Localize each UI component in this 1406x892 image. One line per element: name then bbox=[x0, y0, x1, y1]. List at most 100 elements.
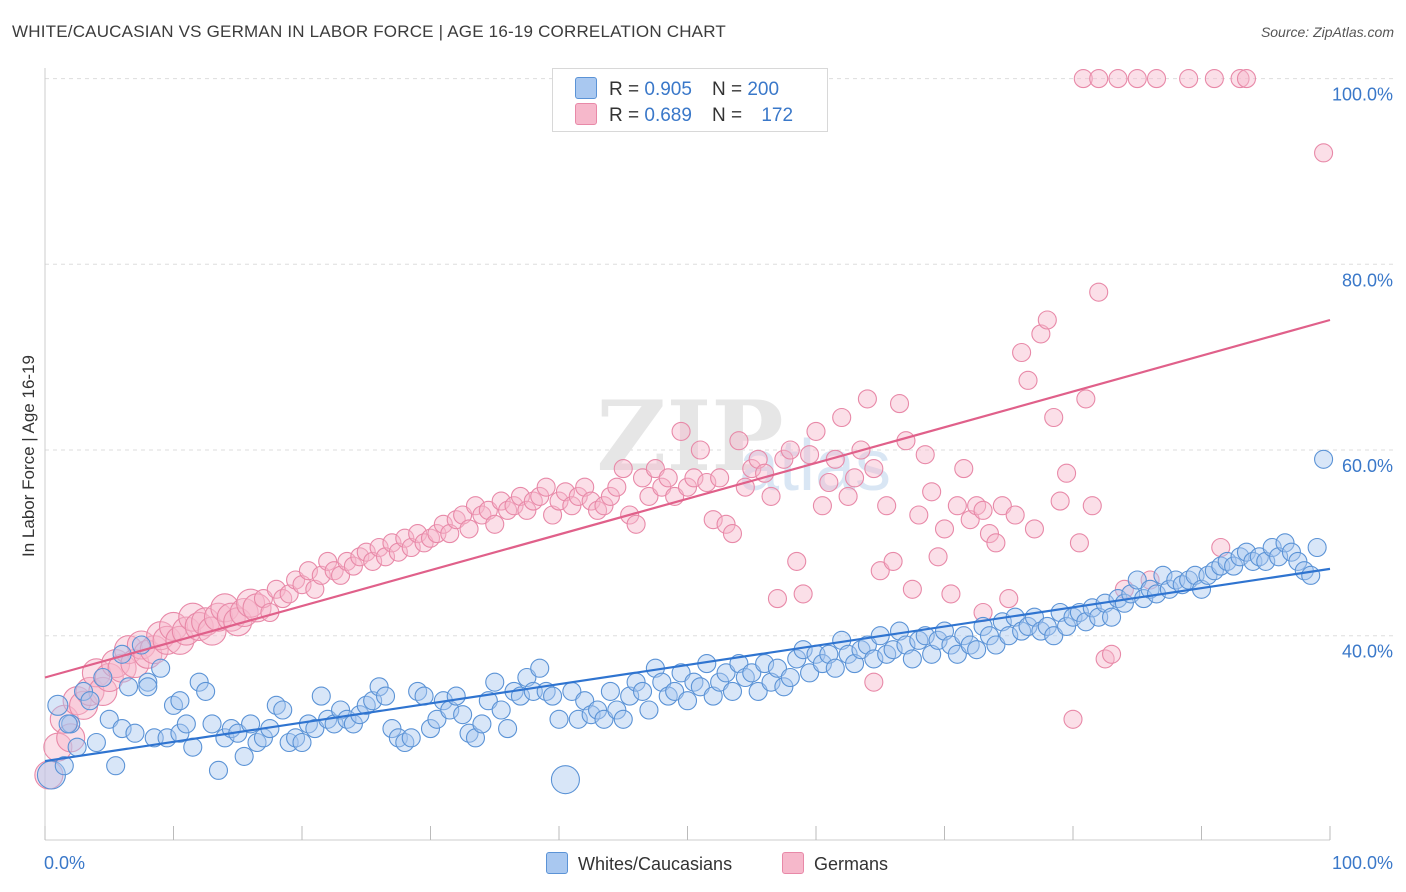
point-whites bbox=[1301, 565, 1321, 585]
bottom-legend-label: Whites/Caucasians bbox=[578, 854, 733, 874]
point-germans bbox=[979, 524, 1000, 544]
point-germans bbox=[1012, 342, 1032, 363]
point-whites bbox=[170, 723, 190, 743]
legend-r-label: R = bbox=[609, 105, 640, 126]
point-whites bbox=[1269, 547, 1289, 567]
point-germans bbox=[485, 514, 505, 534]
point-whites bbox=[600, 681, 620, 701]
point-germans bbox=[941, 584, 961, 604]
point-whites bbox=[774, 677, 794, 697]
point-germans bbox=[401, 537, 421, 558]
point-whites bbox=[138, 677, 158, 697]
point-whites bbox=[472, 714, 492, 734]
point-germans bbox=[626, 514, 646, 534]
point-whites bbox=[58, 714, 78, 734]
point-whites bbox=[729, 654, 749, 674]
point-germans bbox=[305, 579, 325, 599]
point-germans bbox=[600, 486, 620, 506]
bottom-swatch-pink bbox=[782, 852, 804, 874]
point-germans bbox=[549, 491, 569, 511]
point-whites bbox=[703, 686, 723, 706]
point-whites bbox=[106, 756, 126, 776]
point-germans bbox=[671, 421, 691, 441]
point-whites bbox=[151, 658, 171, 678]
bottom-swatch-blue bbox=[546, 852, 568, 874]
point-germans bbox=[453, 505, 473, 525]
point-whites bbox=[864, 649, 884, 669]
point-whites bbox=[550, 765, 580, 795]
point-whites bbox=[575, 691, 595, 711]
point-germans bbox=[343, 556, 363, 576]
point-germans bbox=[716, 514, 736, 534]
point-germans bbox=[363, 551, 383, 571]
point-whites bbox=[530, 658, 550, 678]
point-germans bbox=[864, 459, 884, 479]
point-germans bbox=[1063, 709, 1083, 729]
point-whites bbox=[93, 667, 113, 688]
point-whites bbox=[690, 677, 710, 697]
point-germans bbox=[1037, 310, 1057, 330]
point-germans bbox=[960, 510, 980, 530]
point-whites bbox=[234, 746, 254, 766]
point-germans bbox=[690, 440, 710, 460]
point-germans bbox=[1108, 69, 1128, 89]
point-germans bbox=[780, 440, 800, 460]
bottom-legend-germans: Germans bbox=[782, 852, 888, 875]
chart-title: WHITE/CAUCASIAN VS GERMAN IN LABOR FORCE… bbox=[12, 22, 726, 41]
point-whites bbox=[607, 700, 627, 720]
point-germans bbox=[857, 389, 877, 409]
point-germans bbox=[56, 723, 86, 753]
point-germans bbox=[459, 519, 479, 539]
point-whites bbox=[632, 681, 653, 701]
point-whites bbox=[979, 626, 1000, 646]
point-whites bbox=[613, 709, 633, 729]
point-germans bbox=[613, 459, 633, 479]
y-tick-label: 60.0% bbox=[1342, 456, 1393, 476]
point-germans bbox=[433, 514, 453, 534]
point-whites bbox=[401, 728, 421, 748]
point-germans bbox=[395, 528, 415, 548]
point-germans bbox=[787, 551, 807, 571]
point-whites bbox=[986, 635, 1006, 655]
point-whites bbox=[427, 709, 447, 729]
point-whites bbox=[1044, 626, 1064, 646]
point-whites bbox=[549, 709, 569, 729]
point-germans bbox=[986, 533, 1006, 553]
legend-n-value: 172 bbox=[761, 105, 794, 126]
point-germans bbox=[356, 542, 376, 562]
point-germans bbox=[1076, 389, 1096, 409]
point-germans bbox=[735, 477, 755, 497]
point-germans bbox=[1031, 324, 1051, 344]
point-germans bbox=[504, 496, 524, 516]
point-germans bbox=[465, 496, 486, 516]
bottom-legend-label: Germans bbox=[814, 854, 889, 874]
bottom-legend-whites: Whites/Caucasians bbox=[546, 852, 732, 875]
point-germans bbox=[999, 589, 1019, 609]
point-whites bbox=[112, 719, 132, 739]
point-whites bbox=[491, 700, 511, 720]
x-tick-label-max: 100.0% bbox=[1332, 853, 1393, 873]
point-germans bbox=[1089, 69, 1109, 89]
point-germans bbox=[774, 449, 794, 469]
point-whites bbox=[498, 719, 518, 739]
legend-row-whites: R = 0.905 N = 200 bbox=[575, 77, 779, 101]
point-germans bbox=[729, 431, 749, 451]
point-whites bbox=[1236, 542, 1257, 562]
point-whites bbox=[639, 700, 659, 720]
point-whites bbox=[941, 635, 961, 655]
point-germans bbox=[710, 468, 730, 488]
point-germans bbox=[517, 500, 537, 520]
point-whites bbox=[652, 672, 672, 692]
legend-n-value: 200 bbox=[747, 79, 780, 100]
point-whites bbox=[800, 663, 820, 683]
point-germans bbox=[279, 584, 299, 604]
point-germans bbox=[658, 468, 678, 488]
point-germans bbox=[369, 537, 389, 558]
point-whites bbox=[517, 667, 537, 688]
point-whites bbox=[954, 626, 974, 646]
point-whites bbox=[568, 709, 588, 729]
point-germans bbox=[915, 445, 935, 465]
point-germans bbox=[677, 477, 698, 497]
series-whites bbox=[36, 449, 1334, 795]
point-germans bbox=[1024, 519, 1044, 539]
